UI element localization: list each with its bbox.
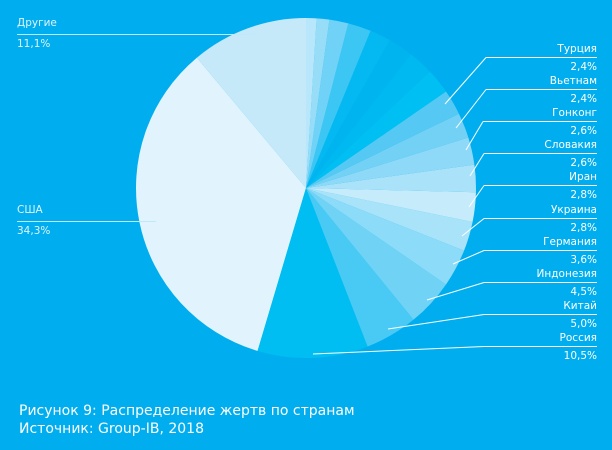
pie-slice-other-14 <box>306 40 412 188</box>
pie-slice-other-17 <box>306 19 349 189</box>
leader-line-iran <box>468 185 485 208</box>
label-hongkong-value: 2,6% <box>570 125 597 137</box>
pie-slice-Россия <box>257 188 368 358</box>
leader-lines <box>17 34 597 355</box>
pie-slice-Другие <box>196 18 306 188</box>
label-turkey-value: 2,4% <box>570 61 597 73</box>
pie-slice-Украина <box>306 188 473 251</box>
pie-slice-other-12 <box>306 71 446 188</box>
label-indonesia-name: Индонезия <box>536 268 597 280</box>
leader-line-slovakia <box>469 153 485 177</box>
leader-line-turkey <box>444 57 487 105</box>
leader-line-vietnam <box>455 89 487 129</box>
figure-caption-source: Источник: Group-IB, 2018 <box>19 421 204 437</box>
label-usa-name: США <box>17 204 43 216</box>
pie-slice-other-15 <box>306 30 390 188</box>
leader-line-russia <box>312 346 485 355</box>
label-vietnam-value: 2,4% <box>570 93 597 105</box>
pie-slice-Словакия <box>306 164 477 193</box>
pie-slices <box>136 18 477 358</box>
label-drugie-value: 11,1% <box>17 38 51 50</box>
pie-slice-Германия <box>306 188 465 285</box>
label-iran-name: Иран <box>569 171 597 183</box>
pie-slice-Вьетнам <box>306 113 469 188</box>
label-hongkong-name: Гонконг <box>552 107 597 119</box>
leader-line-china <box>387 314 485 330</box>
leader-line-hongkong <box>465 121 484 151</box>
label-china-value: 5,0% <box>570 318 597 330</box>
pie-slice-Иран <box>306 188 476 222</box>
label-turkey-name: Турция <box>557 43 597 55</box>
label-germany-value: 3,6% <box>570 254 597 266</box>
label-indonesia-value: 4,5% <box>570 286 597 298</box>
label-china-name: Китай <box>563 300 597 312</box>
label-vietnam-name: Вьетнам <box>549 75 597 87</box>
label-iran-value: 2,8% <box>570 189 597 201</box>
label-russia-value: 10,5% <box>563 350 597 362</box>
pie-slice-Индонезия <box>306 188 446 320</box>
label-ukraine-name: Украина <box>551 204 597 216</box>
figure-caption-title: Рисунок 9: Распределение жертв по страна… <box>19 403 355 419</box>
label-usa-value: 34,3% <box>17 225 51 237</box>
label-slovakia-value: 2,6% <box>570 157 597 169</box>
leader-line-germany <box>452 250 485 265</box>
pie-slice-США <box>136 57 306 351</box>
pie-slice-Гонконг <box>306 137 475 188</box>
pie-slice-Турция <box>306 91 459 188</box>
pie-slice-other-13 <box>306 54 430 188</box>
pie-slice-other-18 <box>306 18 330 189</box>
label-ukraine-value: 2,8% <box>570 222 597 234</box>
label-slovakia-name: Словакия <box>544 139 597 151</box>
leader-line-indonesia <box>426 282 485 301</box>
pie-slice-other-19 <box>306 18 317 188</box>
label-russia-name: Россия <box>559 332 597 344</box>
pie-slice-other-16 <box>306 23 371 189</box>
label-drugie-name: Другие <box>17 17 57 29</box>
label-germany-name: Германия <box>543 236 597 248</box>
pie-slice-Китай <box>306 188 414 347</box>
leader-line-ukraine <box>461 218 485 237</box>
